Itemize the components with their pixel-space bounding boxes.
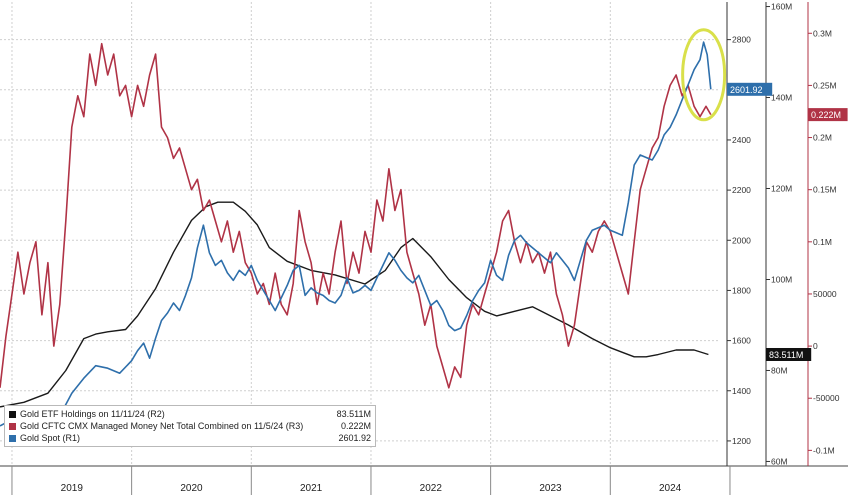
legend-swatch [9,410,16,418]
x-tick-label: 2022 [420,483,443,494]
legend: Gold ETF Holdings on 11/11/24 (R2) 83.51… [4,405,376,447]
y-tick-label: 100M [771,274,792,284]
x-tick-label: 2019 [61,483,84,494]
y-tick-label: 2200 [732,185,751,195]
end-value-label: 83.511M [769,350,803,360]
legend-label: Gold ETF Holdings on 11/11/24 (R2) [20,409,165,419]
y-tick-label: 2400 [732,135,751,145]
y-tick-label: 0.15M [813,185,837,195]
y-tick-label: 160M [771,2,792,12]
y-tick-label: 2800 [732,35,751,45]
legend-value: 83.511M [336,409,371,419]
end-value-tag [766,347,812,361]
legend-value: 2601.92 [338,433,371,443]
y-tick-label: 0.2M [813,133,832,143]
legend-value: 0.222M [340,421,371,431]
y-tick-label: 1400 [732,386,751,396]
x-tick-label: 2023 [539,483,562,494]
highlight-circle [681,28,727,122]
y-tick-label: 0.3M [813,28,832,38]
y-tick-label: 60M [771,456,788,466]
end-value-tag [727,82,773,96]
series-line-cftc [0,42,712,389]
end-value-label: 0.222M [811,110,841,120]
y-tick-label: 120M [771,184,792,194]
y-tick-label: 50000 [813,289,837,299]
legend-item-cftc: Gold CFTC CMX Managed Money Net Total Co… [9,420,371,432]
y-tick-label: 1200 [732,436,751,446]
series-line-etf [0,201,709,408]
y-tick-label: 0.25M [813,80,837,90]
y-tick-label: 1800 [732,285,751,295]
end-value-label: 2601.92 [730,85,763,95]
x-tick-label: 2024 [659,483,682,494]
y-tick-label: 80M [771,365,788,375]
x-tick-label: 2021 [300,483,323,494]
legend-label: Gold Spot (R1) [20,433,81,443]
legend-label: Gold CFTC CMX Managed Money Net Total Co… [20,421,304,431]
legend-item-spot: Gold Spot (R1) 2601.92 [9,432,371,444]
legend-swatch [9,434,16,442]
y-tick-label: -50000 [813,393,840,403]
y-tick-label: 2000 [732,235,751,245]
legend-item-etf: Gold ETF Holdings on 11/11/24 (R2) 83.51… [9,408,371,420]
legend-swatch [9,422,16,430]
series-line-spot [0,41,712,427]
y-tick-label: 0.1M [813,237,832,247]
y-tick-label: 1600 [732,336,751,346]
end-value-tag [808,108,848,122]
y-tick-label: 140M [771,93,792,103]
x-tick-label: 2020 [180,483,203,494]
y-tick-label: -0.1M [813,445,835,455]
y-tick-label: 0 [813,341,818,351]
